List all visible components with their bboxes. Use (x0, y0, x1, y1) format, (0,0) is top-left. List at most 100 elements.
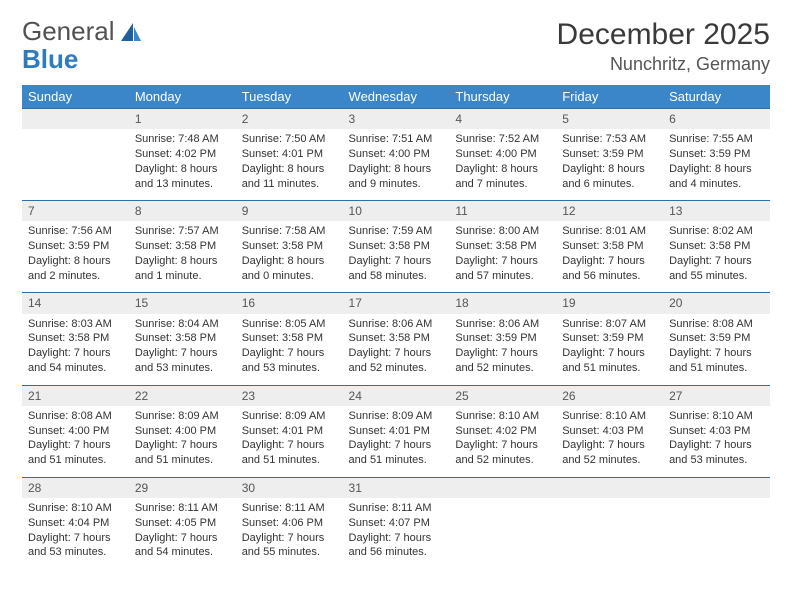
sunset-text: Sunset: 3:58 PM (242, 331, 337, 346)
sunrise-text: Sunrise: 7:52 AM (455, 132, 550, 147)
sunrise-text: Sunrise: 8:06 AM (455, 317, 550, 332)
sunset-text: Sunset: 3:58 PM (242, 239, 337, 254)
sunrise-text: Sunrise: 8:10 AM (455, 409, 550, 424)
day-detail-cell (663, 498, 770, 569)
daylight-text-1: Daylight: 7 hours (28, 438, 123, 453)
day-number-cell: 8 (129, 201, 236, 222)
daylight-text-2: and 57 minutes. (455, 269, 550, 284)
daylight-text-1: Daylight: 8 hours (242, 254, 337, 269)
day-header: Sunday (22, 85, 129, 109)
sunset-text: Sunset: 4:00 PM (135, 424, 230, 439)
day-number-cell: 13 (663, 201, 770, 222)
daylight-text-2: and 55 minutes. (242, 545, 337, 560)
sunset-text: Sunset: 3:59 PM (562, 147, 657, 162)
day-detail-cell: Sunrise: 7:56 AMSunset: 3:59 PMDaylight:… (22, 221, 129, 293)
day-header: Thursday (449, 85, 556, 109)
detail-row: Sunrise: 7:48 AMSunset: 4:02 PMDaylight:… (22, 129, 770, 201)
daynum-row: 28293031 (22, 477, 770, 498)
sunset-text: Sunset: 3:58 PM (349, 331, 444, 346)
day-detail-cell: Sunrise: 8:00 AMSunset: 3:58 PMDaylight:… (449, 221, 556, 293)
daylight-text-1: Daylight: 7 hours (28, 346, 123, 361)
sunrise-text: Sunrise: 7:59 AM (349, 224, 444, 239)
day-detail-cell: Sunrise: 8:11 AMSunset: 4:05 PMDaylight:… (129, 498, 236, 569)
day-detail-cell: Sunrise: 8:09 AMSunset: 4:00 PMDaylight:… (129, 406, 236, 478)
sunset-text: Sunset: 4:00 PM (28, 424, 123, 439)
day-number-cell: 12 (556, 201, 663, 222)
sunset-text: Sunset: 4:07 PM (349, 516, 444, 531)
sunset-text: Sunset: 4:06 PM (242, 516, 337, 531)
sunrise-text: Sunrise: 7:57 AM (135, 224, 230, 239)
sunset-text: Sunset: 3:59 PM (28, 239, 123, 254)
daylight-text-2: and 9 minutes. (349, 177, 444, 192)
brand-word2: Blue (22, 44, 78, 75)
day-detail-cell (556, 498, 663, 569)
day-number-cell: 27 (663, 385, 770, 406)
day-number-cell: 26 (556, 385, 663, 406)
daylight-text-1: Daylight: 7 hours (349, 346, 444, 361)
sunrise-text: Sunrise: 8:06 AM (349, 317, 444, 332)
day-detail-cell: Sunrise: 8:09 AMSunset: 4:01 PMDaylight:… (236, 406, 343, 478)
daylight-text-1: Daylight: 8 hours (242, 162, 337, 177)
day-detail-cell: Sunrise: 8:01 AMSunset: 3:58 PMDaylight:… (556, 221, 663, 293)
sunset-text: Sunset: 4:01 PM (349, 424, 444, 439)
day-number-cell: 7 (22, 201, 129, 222)
daylight-text-1: Daylight: 7 hours (135, 531, 230, 546)
daylight-text-1: Daylight: 7 hours (349, 531, 444, 546)
sunrise-text: Sunrise: 8:08 AM (28, 409, 123, 424)
day-detail-cell: Sunrise: 8:08 AMSunset: 4:00 PMDaylight:… (22, 406, 129, 478)
day-number-cell (449, 477, 556, 498)
day-number-cell: 19 (556, 293, 663, 314)
sunset-text: Sunset: 4:03 PM (669, 424, 764, 439)
day-detail-cell: Sunrise: 8:09 AMSunset: 4:01 PMDaylight:… (343, 406, 450, 478)
daylight-text-2: and 51 minutes. (242, 453, 337, 468)
sunrise-text: Sunrise: 7:58 AM (242, 224, 337, 239)
day-number-cell: 24 (343, 385, 450, 406)
day-number-cell: 3 (343, 109, 450, 130)
sunrise-text: Sunrise: 8:00 AM (455, 224, 550, 239)
brand-word1: General (22, 18, 115, 44)
sunset-text: Sunset: 3:58 PM (562, 239, 657, 254)
daylight-text-2: and 7 minutes. (455, 177, 550, 192)
day-number-cell: 4 (449, 109, 556, 130)
day-number-cell (663, 477, 770, 498)
sunrise-text: Sunrise: 8:02 AM (669, 224, 764, 239)
day-detail-cell: Sunrise: 8:07 AMSunset: 3:59 PMDaylight:… (556, 314, 663, 386)
daylight-text-2: and 51 minutes. (562, 361, 657, 376)
daylight-text-1: Daylight: 7 hours (455, 254, 550, 269)
detail-row: Sunrise: 8:03 AMSunset: 3:58 PMDaylight:… (22, 314, 770, 386)
sunset-text: Sunset: 4:01 PM (242, 424, 337, 439)
daynum-row: 14151617181920 (22, 293, 770, 314)
day-number-cell: 15 (129, 293, 236, 314)
day-number-cell: 1 (129, 109, 236, 130)
day-detail-cell: Sunrise: 8:08 AMSunset: 3:59 PMDaylight:… (663, 314, 770, 386)
day-number-cell: 22 (129, 385, 236, 406)
sunrise-text: Sunrise: 7:48 AM (135, 132, 230, 147)
day-detail-cell: Sunrise: 7:57 AMSunset: 3:58 PMDaylight:… (129, 221, 236, 293)
sunrise-text: Sunrise: 8:10 AM (669, 409, 764, 424)
sunset-text: Sunset: 3:58 PM (455, 239, 550, 254)
day-number-cell: 14 (22, 293, 129, 314)
daylight-text-2: and 51 minutes. (669, 361, 764, 376)
day-header: Friday (556, 85, 663, 109)
title-block: December 2025 Nunchritz, Germany (557, 18, 770, 75)
sunrise-text: Sunrise: 8:07 AM (562, 317, 657, 332)
daylight-text-1: Daylight: 7 hours (562, 346, 657, 361)
sunrise-text: Sunrise: 7:55 AM (669, 132, 764, 147)
sunrise-text: Sunrise: 8:10 AM (28, 501, 123, 516)
day-detail-cell: Sunrise: 8:04 AMSunset: 3:58 PMDaylight:… (129, 314, 236, 386)
daylight-text-1: Daylight: 8 hours (28, 254, 123, 269)
day-header: Monday (129, 85, 236, 109)
day-detail-cell: Sunrise: 8:10 AMSunset: 4:02 PMDaylight:… (449, 406, 556, 478)
daylight-text-1: Daylight: 7 hours (135, 438, 230, 453)
day-number-cell: 17 (343, 293, 450, 314)
sunrise-text: Sunrise: 8:11 AM (135, 501, 230, 516)
sunset-text: Sunset: 3:58 PM (28, 331, 123, 346)
day-detail-cell: Sunrise: 8:10 AMSunset: 4:03 PMDaylight:… (663, 406, 770, 478)
daylight-text-2: and 52 minutes. (349, 361, 444, 376)
sunrise-text: Sunrise: 8:05 AM (242, 317, 337, 332)
daylight-text-1: Daylight: 8 hours (455, 162, 550, 177)
daylight-text-1: Daylight: 7 hours (135, 346, 230, 361)
day-detail-cell: Sunrise: 8:05 AMSunset: 3:58 PMDaylight:… (236, 314, 343, 386)
daylight-text-2: and 1 minute. (135, 269, 230, 284)
sunrise-text: Sunrise: 7:53 AM (562, 132, 657, 147)
